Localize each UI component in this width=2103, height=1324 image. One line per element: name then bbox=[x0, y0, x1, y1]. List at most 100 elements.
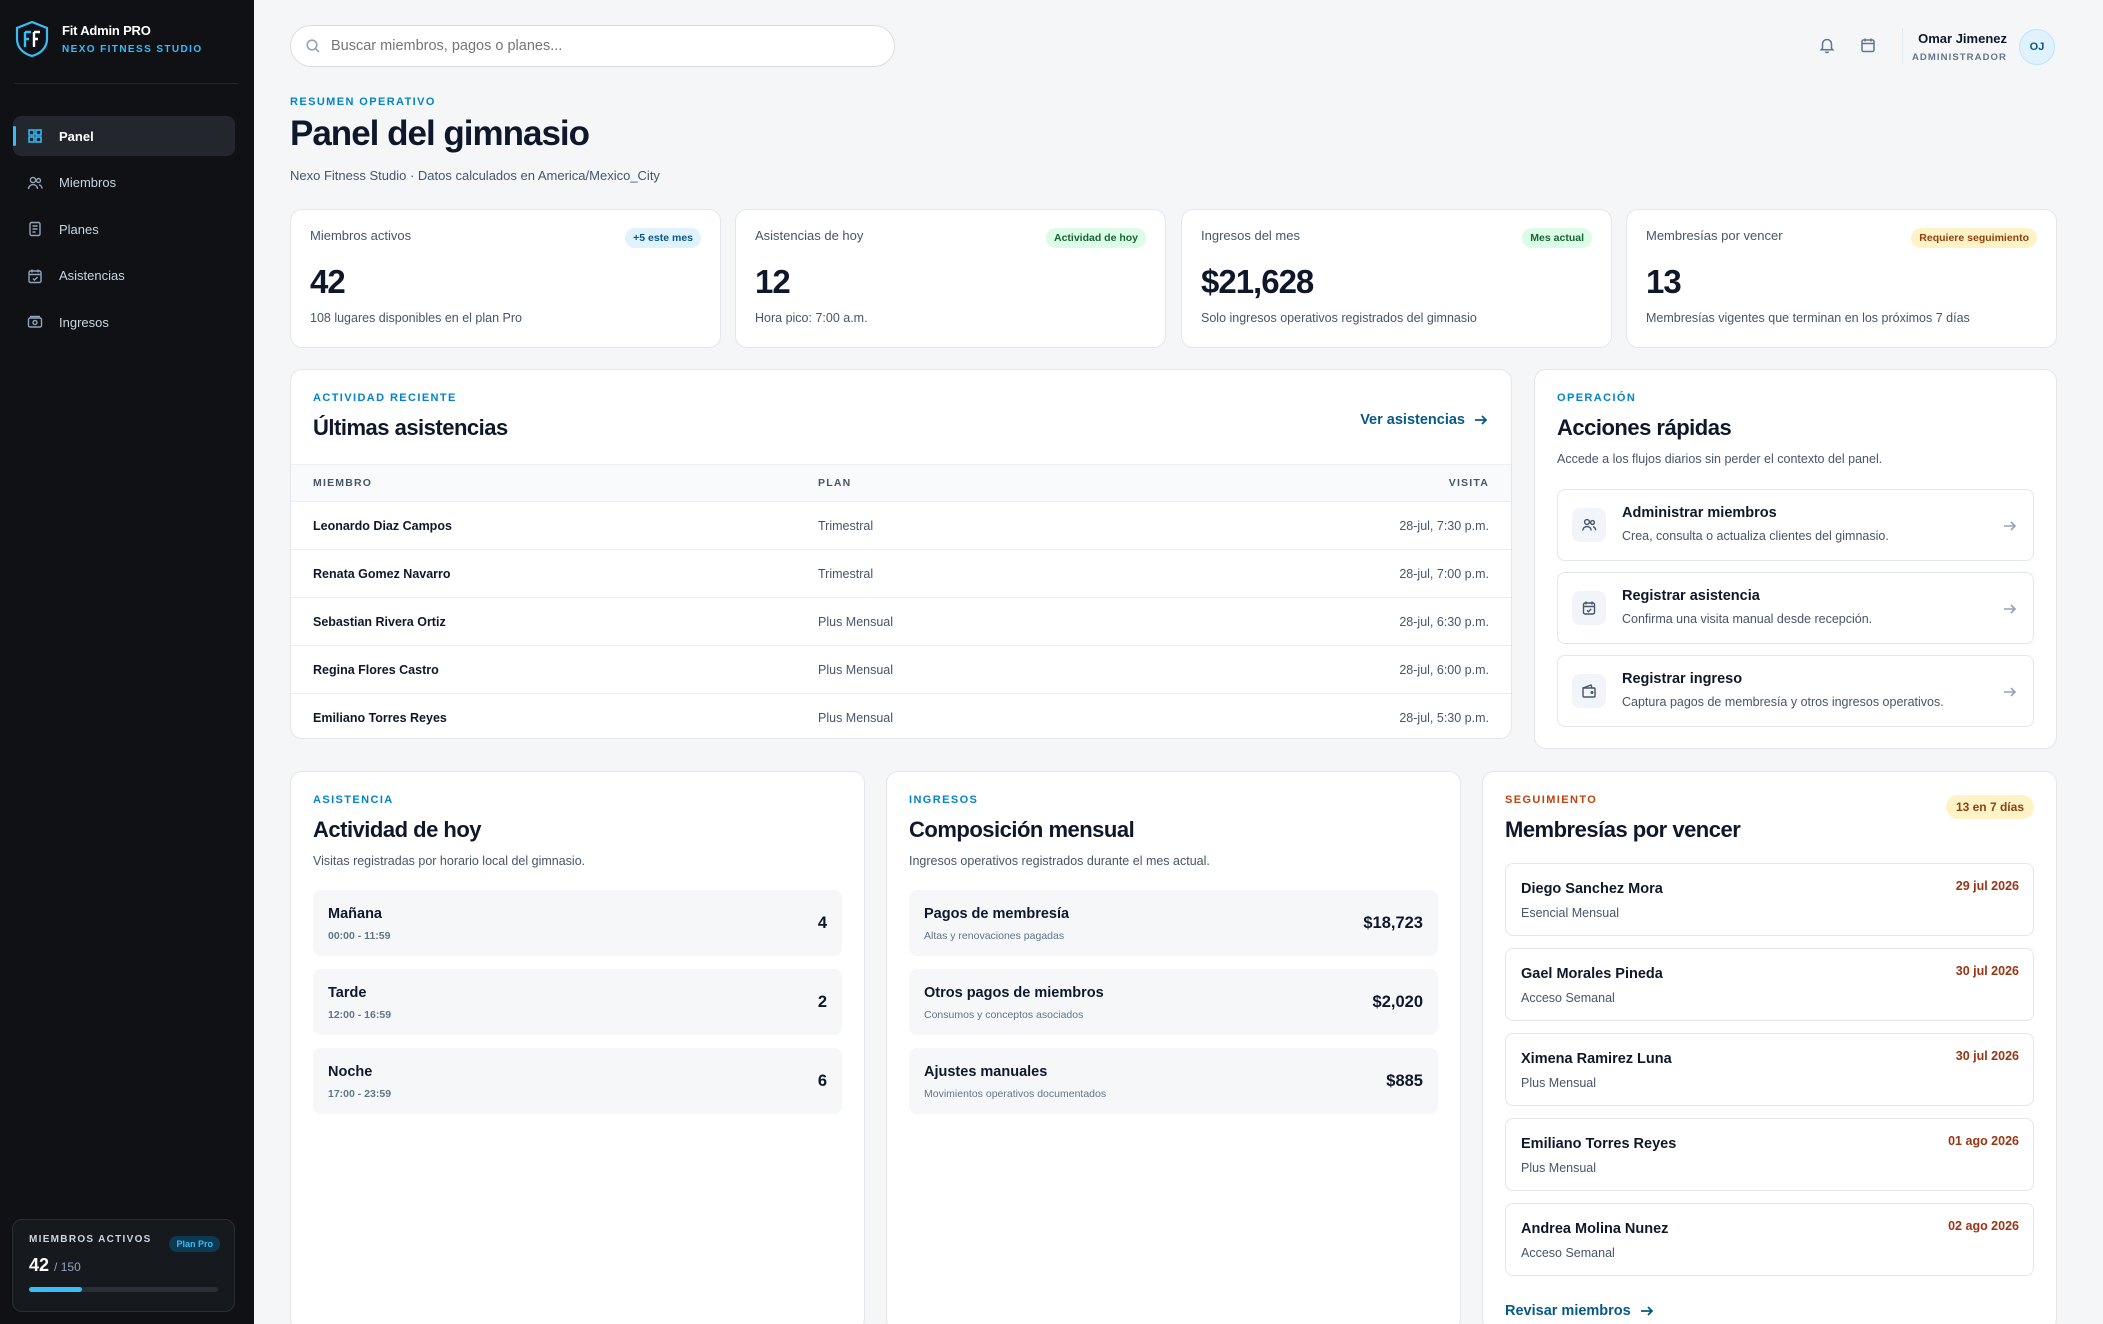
user-role: ADMINISTRADOR bbox=[1911, 52, 2007, 63]
member-name: Emiliano Torres Reyes bbox=[1521, 1136, 1677, 1152]
member-name: Andrea Molina Nunez bbox=[1521, 1221, 1669, 1237]
card-title: Actividad de hoy bbox=[313, 817, 482, 842]
sidebar-item-ingresos[interactable]: Ingresos bbox=[13, 302, 235, 342]
member-plan: Esencial Mensual bbox=[1521, 906, 1619, 920]
sidebar-item-label: Planes bbox=[59, 221, 99, 237]
slot-count: 6 bbox=[817, 1072, 827, 1090]
income-item: Otros pagos de miembros Consumos y conce… bbox=[909, 969, 1438, 1035]
calendar-check-icon bbox=[28, 269, 42, 283]
slot-count: 2 bbox=[817, 993, 827, 1011]
expiring-count-badge: 13 en 7 días bbox=[1945, 795, 2034, 819]
sidebar-divider bbox=[14, 83, 238, 84]
member-name: Leonardo Diaz Campos bbox=[313, 518, 452, 533]
search-bar[interactable] bbox=[290, 25, 895, 67]
visit-time: 28-jul, 6:30 p.m. bbox=[1399, 614, 1489, 629]
kpi-badge: Mes actual bbox=[1522, 228, 1592, 248]
table-row[interactable]: Sebastian Rivera Ortiz Plus Mensual 28-j… bbox=[291, 598, 1511, 646]
kpi-hint: Solo ingresos operativos registrados del… bbox=[1201, 311, 1477, 325]
sidebar-item-miembros[interactable]: Miembros bbox=[13, 163, 235, 203]
calendar-check-icon bbox=[1572, 591, 1606, 625]
column-header: VISITA bbox=[1448, 477, 1489, 489]
card-description: Visitas registradas por horario local de… bbox=[313, 854, 586, 868]
manage-members-action[interactable]: Administrar miembros Crea, consulta o ac… bbox=[1557, 489, 2034, 561]
sidebar-item-label: Asistencias bbox=[59, 268, 125, 283]
arrow-right-icon bbox=[1640, 1306, 1654, 1316]
bell-icon[interactable] bbox=[1818, 36, 1836, 54]
table-row[interactable]: Emiliano Torres Reyes Plus Mensual 28-ju… bbox=[291, 694, 1511, 742]
page-eyebrow: RESUMEN OPERATIVO bbox=[290, 96, 436, 108]
slot-name: Mañana bbox=[328, 906, 382, 922]
avatar[interactable]: OJ bbox=[2019, 29, 2055, 65]
time-slot-afternoon: Tarde 12:00 - 16:59 2 bbox=[313, 969, 842, 1035]
income-name: Ajustes manuales bbox=[924, 1064, 1048, 1080]
view-attendance-link[interactable]: Ver asistencias bbox=[1360, 412, 1489, 428]
member-name: Ximena Ramirez Luna bbox=[1521, 1051, 1672, 1067]
table-row[interactable]: Renata Gomez Navarro Trimestral 28-jul, … bbox=[291, 550, 1511, 598]
income-detail: Consumos y conceptos asociados bbox=[924, 1009, 1084, 1021]
today-activity-card: ASISTENCIA Actividad de hoy Visitas regi… bbox=[290, 771, 865, 1324]
time-slot-morning: Mañana 00:00 - 11:59 4 bbox=[313, 890, 842, 956]
action-title: Administrar miembros bbox=[1622, 505, 1777, 521]
card-eyebrow: ACTIVIDAD RECIENTE bbox=[313, 392, 457, 404]
member-name: Regina Flores Castro bbox=[313, 662, 439, 677]
summary-count-value: 42 bbox=[29, 1255, 50, 1275]
sidebar-item-panel[interactable]: Panel bbox=[13, 116, 235, 156]
shield-logo-icon bbox=[15, 20, 49, 58]
brand[interactable]: Fit Admin PRO NEXO FITNESS STUDIO bbox=[14, 20, 203, 58]
member-name: Sebastian Rivera Ortiz bbox=[313, 614, 446, 629]
kpi-label: Membresías por vencer bbox=[1646, 228, 1783, 243]
arrow-right-icon bbox=[1475, 415, 1488, 425]
card-title: Acciones rápidas bbox=[1557, 415, 1732, 440]
sidebar-item-planes[interactable]: Planes bbox=[13, 209, 235, 249]
kpi-card-active-members: Miembros activos +5 este mes 42 108 luga… bbox=[290, 209, 721, 348]
search-input[interactable] bbox=[331, 38, 894, 54]
expiring-member-item[interactable]: Emiliano Torres Reyes Plus Mensual 01 ag… bbox=[1505, 1118, 2034, 1191]
kpi-value: 13 bbox=[1646, 263, 1682, 300]
table-header: MIEMBRO PLAN VISITA bbox=[291, 464, 1511, 502]
member-plan: Plus Mensual bbox=[818, 711, 894, 725]
kpi-card-expiring: Membresías por vencer Requiere seguimien… bbox=[1626, 209, 2057, 348]
sidebar-item-label: Ingresos bbox=[59, 314, 109, 330]
topbar-divider bbox=[1902, 28, 1903, 64]
expiring-member-item[interactable]: Gael Morales Pineda Acceso Semanal 30 ju… bbox=[1505, 948, 2034, 1021]
expiring-member-item[interactable]: Andrea Molina Nunez Acceso Semanal 02 ag… bbox=[1505, 1203, 2034, 1276]
card-eyebrow: OPERACIÓN bbox=[1557, 392, 1637, 404]
expiry-date: 01 ago 2026 bbox=[1948, 1134, 2019, 1148]
card-title: Membresías por vencer bbox=[1505, 817, 1741, 842]
visit-time: 28-jul, 5:30 p.m. bbox=[1399, 711, 1489, 725]
card-eyebrow: SEGUIMIENTO bbox=[1505, 794, 1598, 806]
table-row[interactable]: Leonardo Diaz Campos Trimestral 28-jul, … bbox=[291, 502, 1511, 550]
slot-name: Tarde bbox=[328, 985, 367, 1001]
visit-time: 28-jul, 7:00 p.m. bbox=[1399, 566, 1489, 581]
income-item: Ajustes manuales Movimientos operativos … bbox=[909, 1048, 1438, 1114]
summary-label: MIEMBROS ACTIVOS bbox=[29, 1234, 152, 1245]
member-plan: Plus Mensual bbox=[1521, 1161, 1597, 1175]
register-income-action[interactable]: Registrar ingreso Captura pagos de membr… bbox=[1557, 655, 2034, 727]
kpi-badge: Actividad de hoy bbox=[1045, 228, 1146, 248]
wallet-icon bbox=[1572, 674, 1606, 708]
expiring-member-item[interactable]: Ximena Ramirez Luna Plus Mensual 30 jul … bbox=[1505, 1033, 2034, 1106]
kpi-label: Ingresos del mes bbox=[1201, 228, 1300, 243]
users-icon bbox=[27, 176, 43, 189]
income-name: Pagos de membresía bbox=[924, 906, 1070, 922]
register-attendance-action[interactable]: Registrar asistencia Confirma una visita… bbox=[1557, 572, 2034, 644]
expiring-member-item[interactable]: Diego Sanchez Mora Esencial Mensual 29 j… bbox=[1505, 863, 2034, 936]
action-title: Registrar asistencia bbox=[1622, 588, 1760, 604]
capacity-progress-fill bbox=[29, 1287, 82, 1292]
income-amount: $2,020 bbox=[1372, 993, 1423, 1011]
table-row[interactable]: Regina Flores Castro Plus Mensual 28-jul… bbox=[291, 646, 1511, 694]
sidebar-item-asistencias[interactable]: Asistencias bbox=[13, 256, 235, 296]
card-description: Accede a los flujos diarios sin perder e… bbox=[1557, 452, 1883, 466]
income-detail: Movimientos operativos documentados bbox=[924, 1088, 1107, 1100]
slot-range: 12:00 - 16:59 bbox=[328, 1009, 392, 1021]
expiry-date: 29 jul 2026 bbox=[1955, 879, 2019, 893]
kpi-value: 42 bbox=[310, 263, 346, 300]
calendar-icon[interactable] bbox=[1859, 36, 1877, 54]
card-eyebrow: ASISTENCIA bbox=[313, 794, 394, 806]
member-plan: Plus Mensual bbox=[818, 614, 894, 629]
link-label: Ver asistencias bbox=[1360, 412, 1465, 428]
kpi-hint: 108 lugares disponibles en el plan Pro bbox=[310, 311, 522, 325]
card-eyebrow: INGRESOS bbox=[909, 794, 979, 806]
review-members-link[interactable]: Revisar miembros bbox=[1505, 1303, 1655, 1319]
expiry-date: 30 jul 2026 bbox=[1955, 964, 2019, 978]
